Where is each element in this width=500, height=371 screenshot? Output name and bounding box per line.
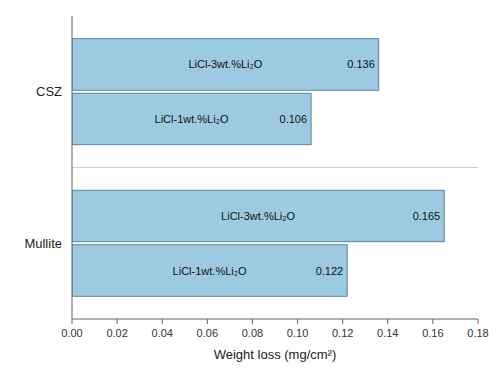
x-axis-line xyxy=(72,319,478,320)
x-tick-label: 0.08 xyxy=(242,327,263,339)
x-tick xyxy=(72,319,73,324)
x-tick-label: 0.14 xyxy=(377,327,398,339)
data-label: 0.122 xyxy=(316,265,344,277)
bar xyxy=(72,245,347,297)
bar xyxy=(72,39,379,91)
x-tick xyxy=(297,319,298,324)
x-tick-label: 0.18 xyxy=(467,327,488,339)
x-tick xyxy=(207,319,208,324)
x-tick xyxy=(162,319,163,324)
data-label: 0.136 xyxy=(347,58,375,70)
x-tick xyxy=(478,319,479,324)
bar xyxy=(72,190,444,242)
x-axis: 0.00 0.02 0.04 0.06 0.08 0.10 0.12 0.14 0.16 0.18 xyxy=(61,319,488,339)
bar-name-label: LiCl-3wt.%Li₂O xyxy=(188,58,262,70)
x-tick-label: 0.02 xyxy=(106,327,127,339)
data-label: 0.165 xyxy=(413,210,441,222)
chart-svg: 0.00 0.02 0.04 0.06 0.08 0.10 0.12 0.14 0.16 0.18… xyxy=(0,0,500,371)
bar-name-label: LiCl-3wt.%Li₂O xyxy=(221,210,295,222)
bars xyxy=(72,39,444,297)
x-tick xyxy=(387,319,388,324)
data-label: 0.106 xyxy=(280,113,308,125)
x-tick-label: 0.06 xyxy=(197,327,218,339)
y-category-label: Mullite xyxy=(24,236,62,251)
y-axis-line xyxy=(72,16,73,319)
group-separator xyxy=(72,167,478,168)
bar-texts: LiCl-3wt.%Li₂O 0.136 LiCl-1wt.%Li₂O 0.106 Li… xyxy=(155,58,441,276)
x-tick-label: 0.04 xyxy=(152,327,173,339)
bar-name-label: LiCl-1wt.%Li₂O xyxy=(173,265,247,277)
x-tick-label: 0.16 xyxy=(422,327,443,339)
x-tick xyxy=(342,319,343,324)
x-tick xyxy=(117,319,118,324)
bar-name-label: LiCl-1wt.%Li₂O xyxy=(155,113,229,125)
x-tick-label: 0.10 xyxy=(287,327,308,339)
chart-container: 0.00 0.02 0.04 0.06 0.08 0.10 0.12 0.14 0.16 0.18… xyxy=(0,0,500,371)
x-tick xyxy=(432,319,433,324)
x-tick-label: 0.12 xyxy=(332,327,353,339)
x-tick xyxy=(252,319,253,324)
x-axis-title: Weight loss (mg/cm²) xyxy=(214,347,337,362)
y-category-label: CSZ xyxy=(36,84,62,99)
plot-area: 0.00 0.02 0.04 0.06 0.08 0.10 0.12 0.14 0.16 0.18… xyxy=(24,16,488,362)
bar xyxy=(72,93,311,145)
x-tick-label: 0.00 xyxy=(61,327,82,339)
